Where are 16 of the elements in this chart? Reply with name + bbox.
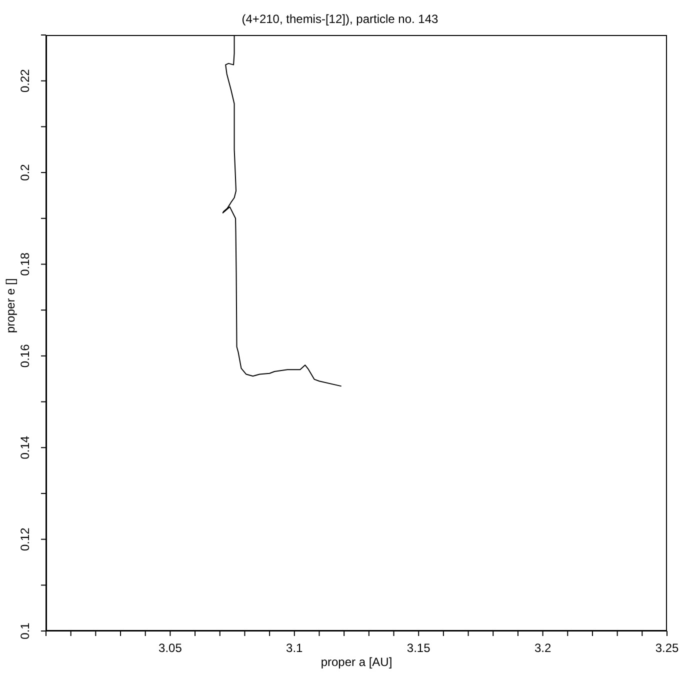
y-tick-label: 0.2 <box>18 164 32 181</box>
y-tick-label: 0.18 <box>18 252 32 276</box>
line-series <box>222 35 342 387</box>
y-tick-label: 0.16 <box>18 344 32 368</box>
y-axis-title: proper e [] <box>3 278 18 333</box>
y-tick-label: 0.22 <box>18 68 32 93</box>
x-tick-label: 3.1 <box>286 641 304 655</box>
x-tick-label: 3.05 <box>158 641 182 655</box>
y-tick-label: 0.14 <box>18 436 32 460</box>
x-tick-label: 3.25 <box>655 641 679 655</box>
y-tick-label: 0.12 <box>18 527 32 551</box>
x-tick-label: 3.15 <box>406 641 431 655</box>
y-tick-label: 0.1 <box>18 622 32 640</box>
chart-title: (4+210, themis-[12]), particle no. 143 <box>240 12 440 26</box>
x-axis-title: proper a [AU] <box>320 655 392 669</box>
x-tick-label: 3.2 <box>534 641 552 655</box>
